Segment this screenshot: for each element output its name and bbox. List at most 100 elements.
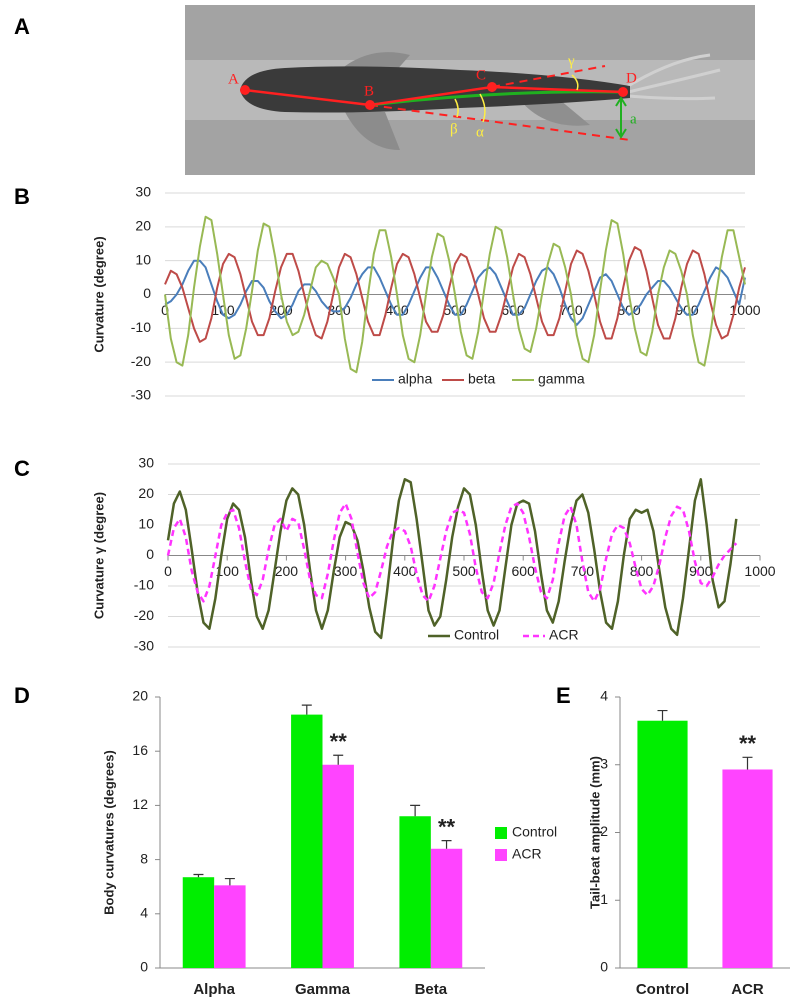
point [240,85,250,95]
error-bar [742,756,753,770]
y-tick-label: -20 [134,607,154,623]
x-tick-label: 100 [216,563,240,579]
bar [430,848,463,968]
fin [520,100,590,126]
y-tick-label: -30 [131,387,151,403]
angle-label: β [450,121,458,137]
tail-fin [624,53,721,101]
series-line [164,259,746,326]
y-tick-label: -30 [134,638,154,654]
fish-photo: A B C D α β γ a [185,5,755,175]
legend-label: ACR [512,846,542,862]
point-label: D [626,70,637,86]
panel-letter: E [556,683,571,708]
significance-mark: ** [438,814,456,839]
bar [399,816,431,968]
y-tick-label: 1 [600,891,608,907]
y-tick-label: 0 [600,959,608,975]
legend-label: beta [468,371,495,387]
angle-arc [479,93,486,123]
x-tick-label: 0 [161,302,169,318]
fin [345,112,400,150]
point [487,82,497,92]
x-tick-label: 1000 [744,563,775,579]
error-bar [193,873,204,878]
dashed-line [491,65,606,88]
series-line [166,502,738,603]
legend-swatch [495,849,507,861]
angle-arc [571,74,579,91]
legend-swatch [495,827,507,839]
legend-label: ACR [549,627,579,643]
series-line [166,478,738,640]
x-tick-label: Control [636,981,689,998]
y-tick-label: 4 [600,688,608,704]
y-tick-label: 20 [132,688,148,704]
y-tick-label: -10 [131,319,151,335]
panel-letter: A [14,14,30,39]
dashed-line [369,104,631,141]
y-axis-label: Curvature (degree) [91,236,106,352]
y-tick-label: 16 [132,742,148,758]
x-tick-label: 0 [164,563,172,579]
point-label: B [364,83,374,99]
x-tick-label: ACR [731,981,764,998]
y-tick-label: 10 [138,516,154,532]
y-tick-label: 0 [140,959,148,975]
x-tick-label: 600 [512,563,536,579]
y-tick-label: 3 [600,755,608,771]
y-tick-label: 20 [135,218,151,234]
x-tick-label: 300 [334,563,358,579]
red-segments [244,85,624,107]
point [365,100,375,110]
y-tick-label: 12 [132,796,148,812]
x-tick-label: 1000 [729,302,760,318]
legend-label: Control [454,627,499,643]
y-axis-label: Curvature γ (degree) [91,492,106,619]
y-axis-label: Tail-beat amplitude (mm) [587,756,602,909]
x-tick-label: 800 [630,563,654,579]
y-tick-label: -10 [134,577,154,593]
bar [722,769,773,968]
x-tick-label: 700 [571,563,595,579]
x-tick-label: Alpha [193,981,235,998]
error-bar [301,704,312,715]
error-bar [410,804,421,817]
x-tick-label: 500 [452,563,476,579]
x-tick-label: 400 [393,563,417,579]
significance-mark: ** [330,729,348,754]
legend-label: Control [512,824,557,840]
y-tick-label: 0 [143,285,151,301]
point-label: C [476,67,486,83]
amplitude-label: a [630,111,637,127]
series-line [164,246,746,343]
y-tick-label: 8 [140,850,148,866]
y-tick-label: -20 [131,353,151,369]
y-tick-label: 4 [140,905,148,921]
y-tick-label: 20 [138,485,154,501]
angle-label: γ [567,53,575,69]
arrow-heads [615,96,627,139]
error-bar [333,754,344,765]
x-tick-label: 200 [275,563,299,579]
angle-arc [454,98,459,118]
x-tick-label: 100 [211,302,235,318]
bar [214,885,246,968]
error-bar [657,709,668,721]
panel-letter: B [14,184,30,209]
x-tick-label: 900 [689,563,713,579]
bar [637,720,688,968]
error-bar [441,840,452,849]
y-tick-label: 30 [135,184,151,200]
x-tick-label: Gamma [295,981,351,998]
bar [291,714,323,968]
legend-label: gamma [538,371,585,387]
point [618,87,628,97]
x-tick-label: Beta [415,981,448,998]
bar [322,764,354,968]
significance-mark: ** [739,731,757,756]
y-tick-label: 30 [138,455,154,471]
angle-label: α [476,124,484,140]
y-tick-label: 10 [135,251,151,267]
